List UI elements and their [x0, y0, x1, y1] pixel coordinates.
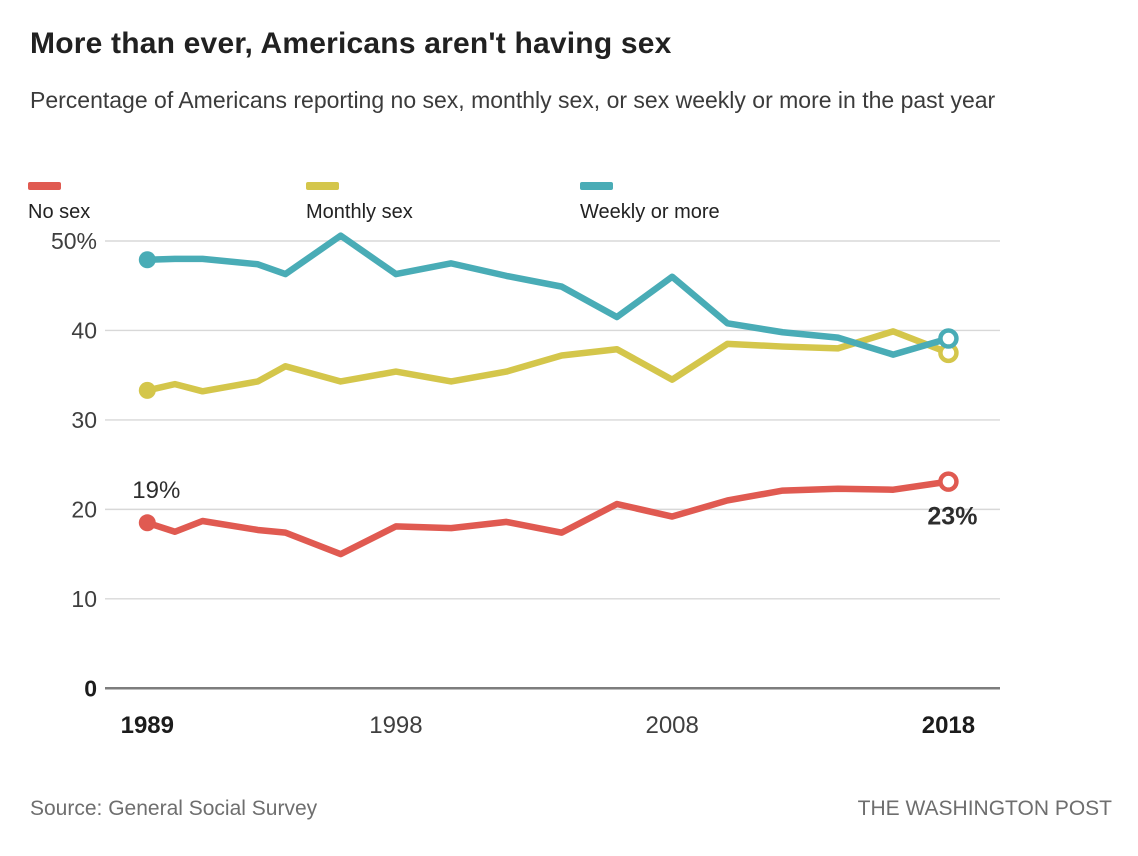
chart-legend: No sex Monthly sex Weekly or more	[0, 182, 1138, 230]
legend-item-weekly-or-more: Weekly or more	[580, 182, 720, 224]
series-line-weekly-or-more	[144, 232, 952, 358]
source-note: Source: General Social Survey	[30, 797, 318, 820]
legend-swatch-no-sex	[28, 182, 61, 190]
annotation-start-no-sex: 19%	[132, 477, 180, 504]
series-end-circle-weekly-or-more	[938, 328, 959, 349]
legend-swatch-monthly-sex	[306, 182, 339, 190]
series-start-dot-monthly-sex	[138, 381, 156, 399]
y-tick-label-20: 20	[71, 496, 97, 522]
annotation-end-no-sex: 23%	[927, 503, 977, 531]
y-tick-label-40: 40	[71, 317, 97, 343]
publisher-credit: THE WASHINGTON POST	[857, 797, 1112, 820]
chart-title: More than ever, Americans aren't having …	[30, 27, 672, 60]
x-tick-label-1989: 1989	[121, 712, 174, 739]
legend-item-monthly-sex: Monthly sex	[306, 182, 413, 224]
y-tick-label-50: 50%	[51, 228, 97, 254]
chart-footer: Source: General Social Survey THE WASHIN…	[30, 797, 1112, 821]
x-tick-label-2008: 2008	[645, 712, 698, 739]
legend-label-monthly-sex: Monthly sex	[306, 201, 413, 223]
y-tick-label-30: 30	[71, 407, 97, 433]
legend-swatch-weekly-or-more	[580, 182, 613, 190]
series-start-dot-no-sex	[138, 514, 156, 532]
chart-subtitle: Percentage of Americans reporting no sex…	[30, 87, 996, 113]
x-tick-label-1998: 1998	[369, 712, 422, 739]
y-tick-label-0: 0	[84, 675, 97, 701]
series-line-no-sex	[144, 478, 952, 558]
legend-label-weekly-or-more: Weekly or more	[580, 201, 720, 223]
legend-item-no-sex: No sex	[28, 182, 90, 224]
y-tick-label-10: 10	[71, 586, 97, 612]
x-tick-label-2018: 2018	[922, 712, 975, 739]
series-end-circle-no-sex	[938, 471, 959, 492]
legend-label-no-sex: No sex	[28, 201, 91, 223]
series-start-dot-weekly-or-more	[138, 251, 156, 269]
series-line-monthly-sex	[144, 328, 952, 395]
